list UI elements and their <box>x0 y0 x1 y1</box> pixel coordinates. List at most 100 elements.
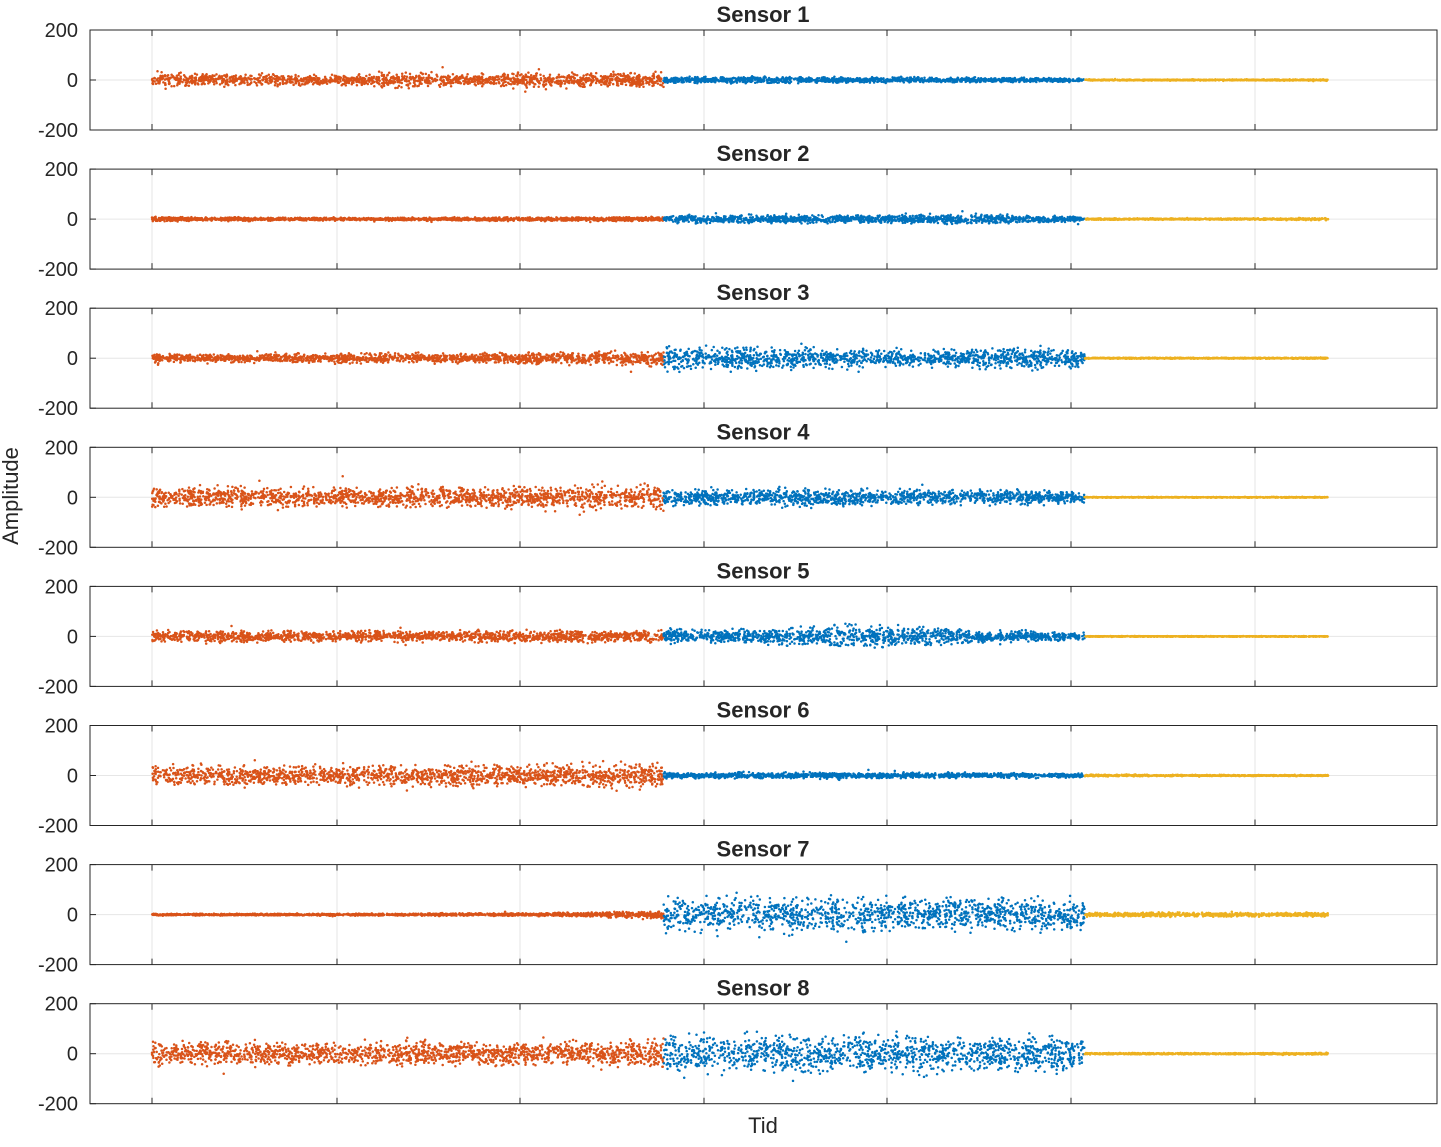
data-point <box>1245 79 1248 82</box>
data-point <box>625 84 628 87</box>
data-point <box>245 78 248 81</box>
subplot-panels: 2000-200Sensor 12000-200Sensor 22000-200… <box>38 2 1437 1116</box>
data-point <box>390 76 393 79</box>
data-point <box>156 70 159 73</box>
data-point <box>1136 79 1139 82</box>
data-point <box>1167 79 1170 82</box>
data-point <box>345 80 348 83</box>
data-point <box>385 81 388 84</box>
data-point <box>896 80 899 83</box>
data-point <box>292 84 295 87</box>
data-point <box>1131 79 1134 82</box>
data-point <box>1210 79 1213 82</box>
data-point <box>223 74 226 77</box>
data-point <box>522 80 525 83</box>
data-point <box>915 79 918 82</box>
data-point <box>662 86 665 89</box>
data-point <box>773 78 776 81</box>
data-point <box>1110 78 1113 81</box>
data-point <box>324 77 327 80</box>
data-point <box>822 78 825 81</box>
data-point <box>710 80 713 83</box>
data-point <box>583 83 586 86</box>
data-point <box>1043 79 1046 82</box>
data-point <box>870 79 873 82</box>
data-point <box>364 78 367 81</box>
data-point <box>1192 79 1195 82</box>
data-point <box>368 81 371 84</box>
data-point <box>444 76 447 79</box>
data-point <box>789 79 792 82</box>
data-point <box>598 80 601 83</box>
data-point <box>985 78 988 81</box>
data-point <box>287 75 290 78</box>
data-point <box>1239 79 1242 82</box>
data-point <box>595 72 598 75</box>
data-point <box>1121 79 1124 82</box>
data-point <box>481 81 484 84</box>
data-point <box>634 72 637 75</box>
data-point <box>630 72 633 75</box>
data-point <box>744 81 747 84</box>
data-point <box>876 81 879 84</box>
subplot-title: Sensor 1 <box>717 2 810 27</box>
data-point <box>572 73 575 76</box>
data-point <box>207 80 210 83</box>
data-point <box>209 76 212 79</box>
data-point <box>155 82 158 85</box>
data-point <box>630 84 633 87</box>
data-point <box>622 78 625 81</box>
data-point <box>215 73 218 76</box>
data-point <box>1226 79 1229 82</box>
data-point <box>268 73 271 76</box>
data-point <box>449 82 452 85</box>
data-point <box>631 77 634 80</box>
data-point <box>235 74 238 77</box>
data-point <box>558 76 561 79</box>
data-point <box>261 72 264 75</box>
data-point <box>365 75 368 78</box>
data-point <box>397 77 400 80</box>
data-point <box>235 80 238 83</box>
data-point <box>1050 78 1053 81</box>
data-point <box>1283 79 1286 82</box>
data-point <box>1162 79 1165 82</box>
data-point <box>504 81 507 84</box>
data-point <box>170 85 173 88</box>
data-point <box>583 79 586 82</box>
data-point <box>585 77 588 80</box>
data-point <box>785 79 788 82</box>
data-point <box>179 80 182 83</box>
data-point <box>419 76 422 79</box>
data-point <box>715 77 718 80</box>
data-point <box>248 78 251 81</box>
data-point <box>660 71 663 74</box>
data-point <box>863 81 866 84</box>
data-point <box>904 78 907 81</box>
data-point <box>718 80 721 83</box>
data-point <box>884 82 887 85</box>
data-point <box>1081 79 1084 82</box>
data-point <box>180 77 183 80</box>
data-point <box>648 83 651 86</box>
data-point <box>1223 79 1226 82</box>
data-point <box>203 83 206 86</box>
data-point <box>785 76 788 79</box>
data-point <box>1114 79 1117 82</box>
data-point <box>215 78 218 81</box>
data-point <box>1251 79 1254 82</box>
data-point <box>313 78 316 81</box>
data-point <box>749 80 752 83</box>
data-point <box>282 75 285 78</box>
data-point <box>427 85 430 88</box>
data-point <box>1313 79 1316 82</box>
data-point <box>459 82 462 85</box>
data-point <box>375 80 378 83</box>
data-point <box>1067 79 1070 82</box>
data-point <box>425 73 428 76</box>
data-point <box>395 74 398 77</box>
data-point <box>477 82 480 85</box>
data-point <box>907 79 910 82</box>
data-point <box>361 82 364 85</box>
